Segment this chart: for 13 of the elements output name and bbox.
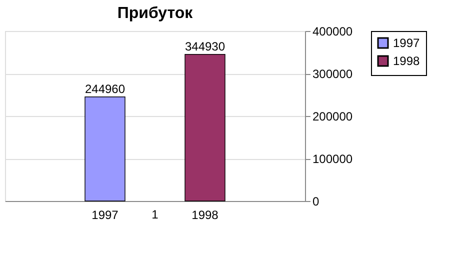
text: 1997 xyxy=(92,208,118,222)
y-tick-label: 100000 xyxy=(312,152,353,166)
data-label: 344930 xyxy=(184,39,226,54)
text: 1998 xyxy=(192,208,218,222)
legend-label: 1997 xyxy=(393,36,420,50)
chart-title: Прибуток xyxy=(117,5,194,22)
x-tick-label: 1 xyxy=(152,208,159,222)
y-tick-label: 300000 xyxy=(312,67,353,81)
legend-label: 1998 xyxy=(393,54,420,68)
y-tick-label: 0 xyxy=(312,194,320,208)
y-tick-label: 200000 xyxy=(312,110,353,124)
y-tick-label: 400000 xyxy=(312,24,353,38)
data-label: 244960 xyxy=(84,82,126,96)
